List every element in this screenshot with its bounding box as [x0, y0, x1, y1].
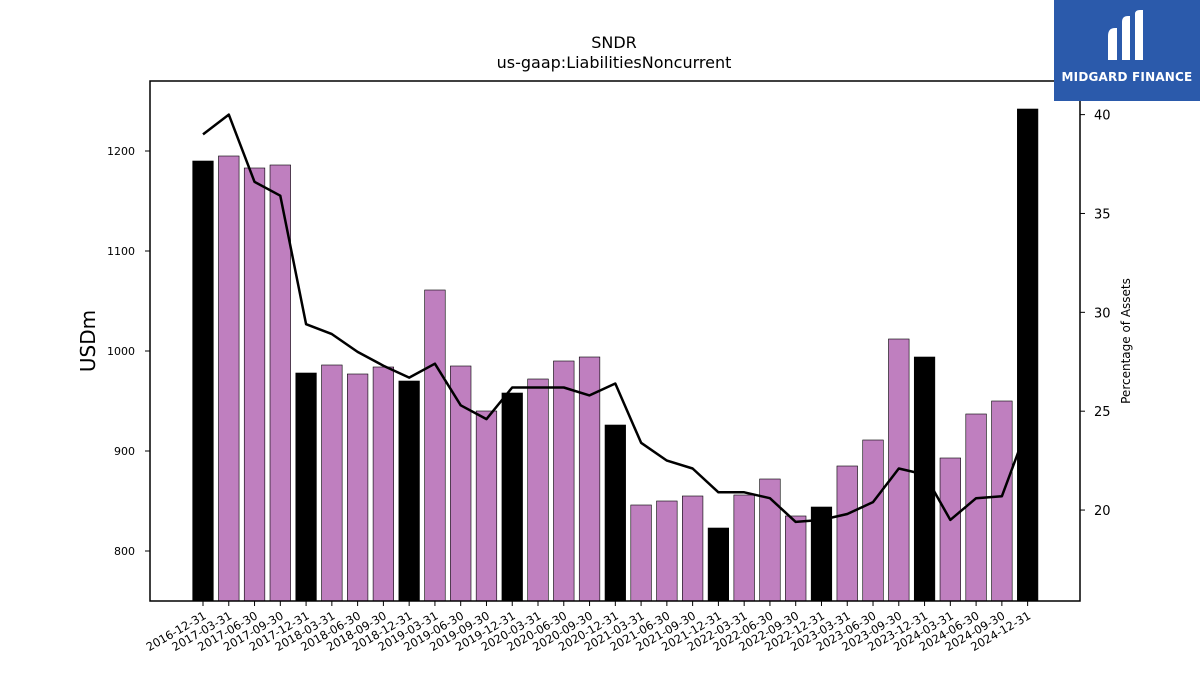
y-tick-label: 1200	[107, 145, 135, 158]
bar-2022-09-30	[785, 515, 807, 602]
bar-2020-06-30	[553, 360, 575, 602]
midgard-m-logo-icon	[1108, 10, 1143, 60]
y2-axis-label: Percentage of Assets	[1119, 278, 1133, 404]
bar-2024-09-30	[991, 400, 1013, 602]
chart-subtitle: us-gaap:LiabilitiesNoncurrent	[497, 53, 732, 72]
bar-2019-03-31	[424, 289, 446, 602]
bar-2021-06-30	[656, 500, 678, 602]
y-tick-label: 800	[114, 545, 135, 558]
bar-2019-09-30	[475, 410, 498, 602]
bar-2021-03-31	[630, 504, 652, 602]
bar-2019-06-30	[450, 365, 472, 602]
bar-2018-09-30	[372, 366, 394, 602]
y2-tick-label: 35	[1094, 207, 1111, 222]
bar-2024-03-31	[939, 457, 961, 602]
bar-2017-12-31	[295, 372, 317, 602]
x-axis: 2016-12-312017-03-312017-06-302017-09-30…	[144, 601, 1033, 654]
bar-2020-12-31	[604, 424, 626, 602]
bar-2018-06-30	[347, 373, 369, 602]
bar-2016-12-31	[192, 160, 214, 602]
bar-2023-12-31	[913, 356, 936, 602]
bar-2017-06-30	[243, 167, 266, 602]
bar-2023-03-31	[836, 465, 858, 602]
y2-tick-label: 25	[1094, 405, 1111, 420]
bar-2024-06-30	[965, 413, 987, 602]
y2-tick-label: 20	[1094, 504, 1111, 519]
bar-2020-03-31	[527, 378, 549, 602]
brand-logo: MIDGARD FINANCE	[1054, 0, 1200, 101]
bar-2023-06-30	[862, 439, 884, 602]
y-tick-label: 1000	[107, 345, 135, 358]
bar-2017-03-31	[218, 155, 240, 602]
left-axis: 800 900 1000 1100 1200	[107, 145, 150, 558]
y2-tick-label: 40	[1094, 109, 1111, 124]
y-tick-label: 1100	[107, 245, 135, 258]
line-layer	[202, 113, 1029, 524]
y-axis-label: USDm	[76, 310, 100, 372]
bar-2024-12-31	[1017, 108, 1039, 602]
chart-title: SNDR	[591, 33, 637, 52]
y2-tick-label: 30	[1094, 306, 1111, 321]
right-axis: 20 25 30 35 40	[1080, 109, 1111, 519]
bar-2022-03-31	[733, 494, 755, 602]
bar-2018-12-31	[398, 380, 420, 602]
bar-group	[192, 108, 1039, 602]
y-tick-label: 900	[114, 445, 135, 458]
bar-2019-12-31	[501, 392, 523, 602]
bar-2018-03-31	[321, 364, 343, 602]
brand-name: MIDGARD FINANCE	[1061, 70, 1193, 84]
bar-2021-09-30	[682, 495, 704, 602]
percentage-line	[202, 113, 1029, 524]
bar-2021-12-31	[707, 527, 729, 602]
